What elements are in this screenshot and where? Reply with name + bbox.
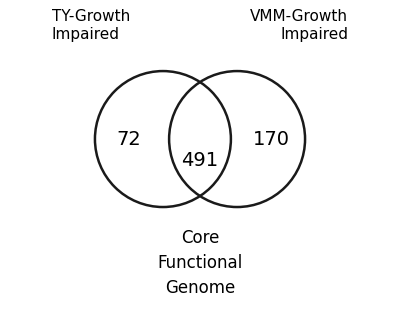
Text: 170: 170 [252,129,290,149]
Text: 491: 491 [182,151,218,170]
Text: Core
Functional
Genome: Core Functional Genome [157,229,243,297]
Text: 72: 72 [116,129,141,149]
Text: TY-Growth
Impaired: TY-Growth Impaired [52,9,130,42]
Text: VMM-Growth
Impaired: VMM-Growth Impaired [250,9,348,42]
